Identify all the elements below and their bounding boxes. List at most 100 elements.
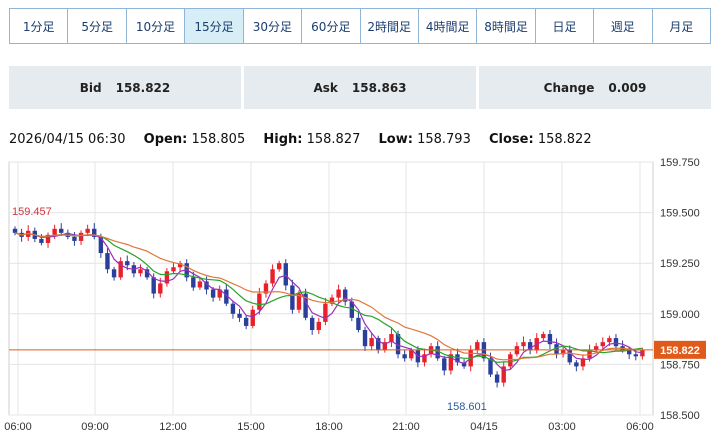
candle-body: [151, 277, 156, 294]
candle-body: [85, 228, 90, 233]
candle-body: [488, 358, 493, 375]
y-tick-label: 159.250: [660, 258, 700, 270]
candle-body: [501, 366, 506, 383]
bid-value: 158.822: [115, 80, 171, 95]
tab-daily[interactable]: 日足: [535, 9, 595, 43]
candle-body: [270, 269, 275, 284]
candle-body: [613, 338, 619, 347]
candle-body: [527, 342, 533, 351]
candle-body: [402, 354, 407, 359]
x-tick-label: 09:00: [81, 421, 109, 433]
candle-body: [329, 297, 335, 304]
change-cell: Change 0.009: [479, 66, 711, 109]
candle-body: [296, 293, 302, 310]
candle-body: [560, 350, 566, 355]
candle-body: [541, 334, 546, 339]
candle-body: [626, 350, 632, 355]
candle-body: [191, 277, 196, 288]
candle-body: [369, 338, 374, 347]
x-tick-label: 04/15: [470, 421, 498, 433]
candle-body: [59, 228, 64, 233]
candle-body: [138, 269, 143, 274]
tab-60min[interactable]: 60分足: [302, 9, 361, 43]
candle-body: [276, 263, 282, 270]
tab-1min[interactable]: 1分足: [10, 9, 69, 43]
candle-body: [98, 236, 104, 254]
low-label: Low:: [378, 132, 413, 147]
candle-body: [283, 263, 288, 286]
candle-body: [72, 236, 77, 241]
tab-8hour[interactable]: 8時間足: [477, 9, 536, 43]
x-tick-label: 21:00: [392, 421, 420, 433]
tab-4hour[interactable]: 4時間足: [418, 9, 478, 43]
high-label: High:: [263, 132, 303, 147]
ohlc-datetime: 2026/04/15 06:30: [9, 132, 126, 147]
candle-body: [580, 358, 586, 367]
candle-body: [593, 346, 599, 351]
candle-body: [442, 358, 447, 371]
x-tick-label: 06:00: [626, 421, 654, 433]
candle-body: [435, 346, 440, 359]
change-value: 0.009: [608, 80, 647, 95]
candle-body: [508, 354, 513, 367]
candle-body: [78, 232, 84, 241]
ma-long-line: [14, 232, 643, 361]
ohlc-readout: 2026/04/15 06:30 Open: 158.805 High: 158…: [9, 132, 592, 147]
candle-body: [494, 374, 500, 383]
candle-body: [250, 309, 255, 326]
candle-body: [257, 293, 262, 310]
close-label: Close:: [489, 132, 534, 147]
plot-area: [8, 161, 654, 416]
ask-value: 158.863: [351, 80, 407, 95]
candle-body: [554, 344, 559, 355]
candle-body: [356, 317, 361, 330]
candle-body: [144, 269, 150, 278]
current-price-tag: [654, 340, 706, 359]
candle-body: [243, 317, 249, 326]
tab-10min[interactable]: 10分足: [126, 9, 186, 43]
candle-body: [362, 329, 368, 347]
close-value: 158.822: [537, 132, 592, 147]
bid-cell: Bid 158.822: [9, 66, 241, 109]
tab-monthly[interactable]: 月足: [652, 9, 711, 43]
candle-body: [210, 289, 216, 298]
high-value: 158.827: [306, 132, 361, 147]
tab-30min[interactable]: 30分足: [243, 9, 303, 43]
tab-2hour[interactable]: 2時間足: [360, 9, 419, 43]
candle-body: [263, 283, 269, 294]
candle-body: [395, 334, 401, 355]
candle-body: [290, 285, 295, 310]
candle-body: [461, 362, 467, 367]
x-tick-label: 06:00: [4, 421, 32, 433]
candle-body: [633, 354, 638, 357]
x-tick-label: 12:00: [159, 421, 187, 433]
candle-body: [389, 334, 394, 343]
high-annotation: 159.457: [12, 206, 52, 218]
candle-body: [204, 281, 209, 290]
current-price-label: 158.822: [660, 345, 700, 357]
candle-body: [237, 313, 242, 318]
candle-body: [607, 338, 612, 343]
ask-label: Ask: [313, 80, 338, 95]
candle-body: [39, 238, 44, 243]
candle-body: [230, 303, 236, 314]
candlestick-chart[interactable]: 159.750 159.500 159.250 159.000 158.750 158.5…: [0, 150, 720, 435]
candle-body: [125, 261, 130, 266]
low-annotation: 158.601: [447, 401, 487, 413]
y-tick-label: 159.000: [660, 309, 700, 321]
candle-body: [111, 269, 117, 278]
candle-body: [448, 354, 454, 371]
candle-body: [12, 228, 18, 233]
candle-body: [376, 338, 381, 351]
tab-5min[interactable]: 5分足: [68, 9, 127, 43]
y-tick-label: 158.500: [660, 410, 700, 422]
tab-15min[interactable]: 15分足: [185, 9, 244, 43]
candle-body: [158, 283, 163, 294]
candle-body: [382, 342, 388, 351]
tab-weekly[interactable]: 週足: [594, 9, 653, 43]
candle-body: [574, 362, 579, 367]
low-value: 158.793: [417, 132, 471, 147]
ma-short-line: [14, 232, 643, 372]
candle-body: [197, 281, 203, 288]
candle-body: [177, 263, 183, 268]
